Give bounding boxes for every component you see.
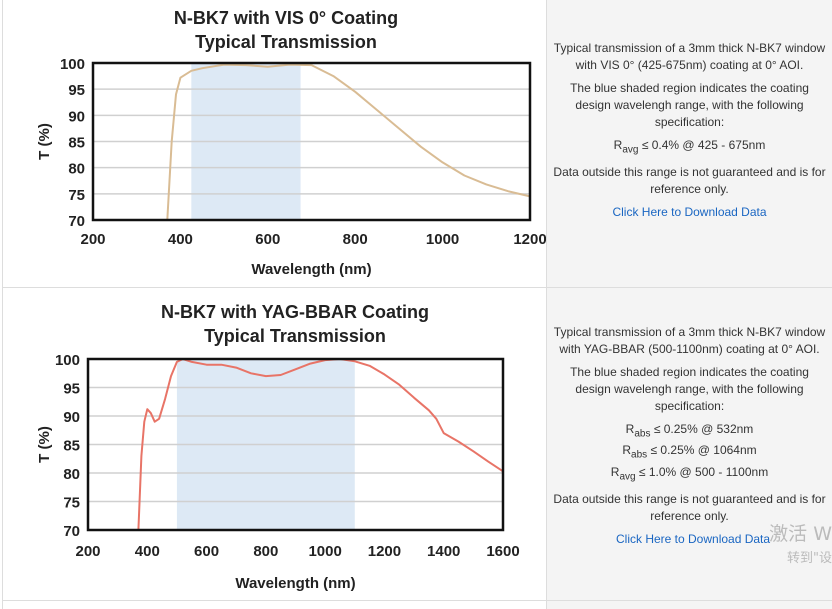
spec-line: Rabs ≤ 0.25% @ 1064nm (622, 443, 757, 461)
product-row-next (2, 600, 832, 609)
x-tick-label: 200 (75, 543, 100, 560)
description-panel: Typical transmission of a 3mm thick N-BK… (547, 288, 832, 601)
x-tick-label: 1600 (486, 543, 519, 560)
chart-panel: N-BK7 with VIS 0° Coating Typical Transmi… (2, 0, 547, 287)
x-tick-label: 400 (168, 231, 193, 248)
x-tick-label: 600 (194, 543, 219, 560)
x-tick-label: 1000 (426, 231, 459, 248)
chart-title: N-BK7 with YAG-BBAR Coating (161, 302, 429, 322)
spec-line: Rabs ≤ 0.25% @ 532nm (625, 422, 754, 440)
description-text: Typical transmission of a 3mm thick N-BK… (553, 41, 826, 72)
y-tick-label: 80 (68, 161, 85, 178)
x-tick-label: 800 (343, 231, 368, 248)
x-tick-label: 1400 (427, 543, 460, 560)
transmission-line (137, 358, 504, 531)
chart-title: N-BK7 with VIS 0° Coating (174, 8, 398, 28)
y-tick-label: 85 (68, 135, 85, 152)
x-tick-label: 600 (255, 231, 280, 248)
download-data-link[interactable]: Click Here to Download Data (616, 532, 771, 547)
plot-frame (86, 357, 505, 532)
transmission-chart-yag: N-BK7 with YAG-BBAR Coating Typical Trans… (36, 302, 520, 592)
y-tick-label: 100 (60, 56, 85, 73)
y-axis-label: T (%) (36, 426, 53, 463)
transmission-chart-vis: N-BK7 with VIS 0° Coating Typical Transmi… (36, 8, 547, 278)
y-tick-label: 70 (68, 213, 85, 230)
download-data-link[interactable]: Click Here to Download Data (612, 205, 767, 220)
y-tick-label: 75 (63, 495, 80, 512)
description-text: Typical transmission of a 3mm thick N-BK… (553, 325, 826, 356)
transmission-line (166, 63, 531, 221)
y-tick-label: 90 (68, 108, 85, 125)
plot-frame (91, 61, 532, 222)
y-axis-label: T (%) (36, 123, 53, 160)
y-tick-label: 95 (68, 82, 85, 99)
x-tick-label: 200 (80, 231, 105, 248)
description-panel (547, 601, 832, 609)
x-axis-label: Wavelength (nm) (251, 261, 371, 278)
chart-subtitle: Typical Transmission (195, 32, 377, 52)
y-tick-label: 75 (68, 187, 85, 204)
x-tick-label: 400 (135, 543, 160, 560)
disclaimer-text: Data outside this range is not guarantee… (553, 165, 826, 197)
y-tick-label: 95 (63, 381, 80, 398)
product-row-yag: N-BK7 with YAG-BBAR Coating Typical Trans… (2, 287, 832, 601)
y-tick-label: 70 (63, 523, 80, 540)
activation-watermark-sub: 转到"设 (787, 551, 832, 566)
x-tick-label: 1200 (513, 231, 546, 248)
spec-line: Ravg ≤ 1.0% @ 500 - 1100nm (610, 464, 769, 483)
y-tick-label: 85 (63, 438, 80, 455)
product-row-vis: N-BK7 with VIS 0° Coating Typical Transmi… (2, 0, 832, 287)
x-axis-label: Wavelength (nm) (235, 575, 355, 592)
chart-panel: N-BK7 with YAG-BBAR Coating Typical Trans… (2, 288, 547, 601)
disclaimer-text: Data outside this range is not guarantee… (553, 492, 826, 524)
x-tick-label: 800 (253, 543, 278, 560)
x-tick-label: 1000 (308, 543, 341, 560)
shaded-region-text: The blue shaded region indicates the coa… (570, 81, 809, 129)
y-tick-label: 80 (63, 466, 80, 483)
y-tick-label: 100 (55, 352, 80, 369)
shaded-region-text: The blue shaded region indicates the coa… (570, 365, 809, 413)
chart-panel (2, 601, 547, 609)
activation-watermark: 激活 W (769, 523, 832, 545)
chart-subtitle: Typical Transmission (204, 326, 386, 346)
y-tick-label: 90 (63, 409, 80, 426)
spec-line: Ravg ≤ 0.4% @ 425 - 675nm (613, 138, 766, 156)
x-tick-label: 1200 (368, 543, 401, 560)
description-panel: Typical transmission of a 3mm thick N-BK… (547, 0, 832, 287)
